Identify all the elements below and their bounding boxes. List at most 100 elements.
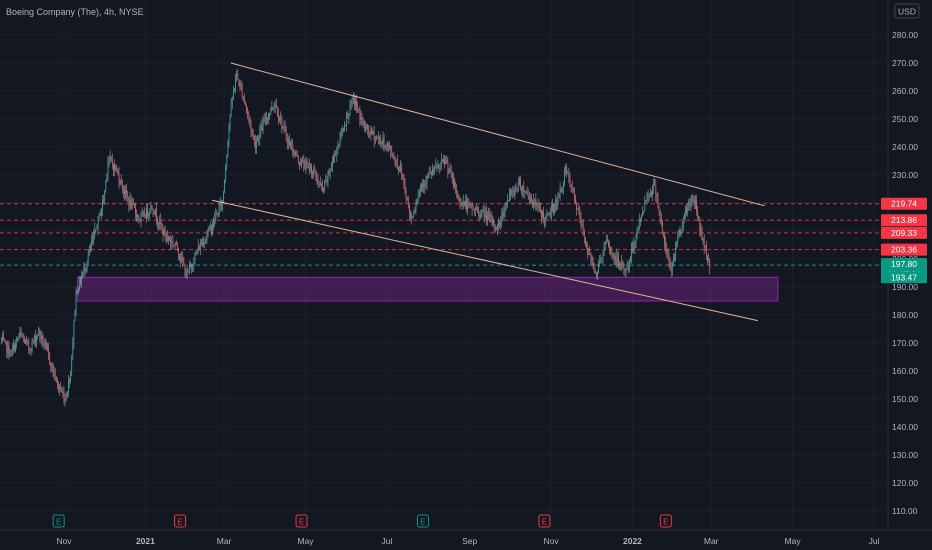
candle-body: [70, 372, 72, 383]
candle-body: [248, 114, 250, 118]
candle-body: [392, 155, 394, 159]
candle-body: [557, 197, 559, 206]
candle-body: [247, 110, 249, 115]
candle-body: [230, 103, 232, 116]
earnings-marker[interactable]: [538, 514, 551, 528]
earnings-marker[interactable]: [295, 514, 308, 528]
candle-body: [460, 203, 462, 207]
earnings-marker[interactable]: [52, 514, 65, 528]
earnings-marker[interactable]: [174, 514, 187, 528]
candle-body: [246, 105, 248, 111]
candle-body: [625, 269, 627, 271]
candle-body: [506, 200, 508, 207]
candle-body: [454, 179, 455, 189]
candle-body: [9, 356, 11, 357]
candle-body: [314, 170, 316, 171]
candle-body: [4, 339, 6, 341]
candle-body: [672, 258, 674, 263]
candle-body: [617, 257, 619, 264]
candle-body: [325, 179, 327, 182]
candle-body: [394, 157, 396, 165]
candle-body: [300, 164, 301, 166]
trend-channel-line[interactable]: [230, 62, 765, 207]
candle-body: [235, 78, 237, 89]
candle-body: [668, 255, 670, 263]
time-axis-tick-label: 2022: [623, 536, 642, 546]
candle-body: [469, 202, 471, 206]
candle-body: [513, 189, 515, 196]
candle-body: [689, 203, 691, 206]
candle-body: [111, 160, 113, 165]
candle-body: [259, 131, 261, 140]
candle-body: [245, 101, 246, 106]
candle-body: [95, 228, 97, 230]
candle-body: [322, 185, 323, 189]
candle-body: [208, 226, 210, 231]
candle-body: [638, 219, 640, 227]
support-zone-rect[interactable]: [76, 276, 779, 302]
candle-body: [385, 143, 387, 148]
candle-body: [556, 199, 558, 206]
candle-body: [459, 197, 461, 204]
candle-body: [117, 169, 119, 174]
trend-channel-line[interactable]: [212, 199, 759, 322]
earnings-marker[interactable]: [416, 514, 429, 528]
candle-body: [149, 212, 151, 214]
candle-body: [351, 98, 353, 104]
candle-body: [620, 265, 622, 267]
candle-body: [692, 195, 694, 202]
candle-body: [704, 245, 706, 248]
time-axis-tick-label: Mar: [704, 536, 719, 546]
candle-body: [28, 341, 30, 349]
candle-body: [327, 170, 329, 182]
candle-body: [595, 272, 597, 277]
candle-body: [445, 159, 447, 165]
candle-body: [401, 167, 403, 175]
candle-body: [335, 155, 337, 157]
candle-body: [129, 199, 131, 205]
candle-body: [225, 166, 227, 181]
candle-body: [416, 200, 418, 205]
candle-body: [328, 170, 330, 173]
candle-body: [591, 257, 593, 266]
price-label-text: 209.33: [891, 228, 917, 238]
candle-body: [323, 188, 325, 191]
candle-body: [504, 209, 506, 211]
candle-body: [141, 213, 143, 216]
candle-body: [594, 272, 596, 273]
candle-body: [567, 171, 569, 173]
candle-body: [84, 267, 86, 272]
candle-body: [153, 213, 155, 215]
candle-body: [582, 224, 584, 234]
candle-body: [338, 144, 340, 146]
candle-body: [502, 212, 504, 217]
earnings-marker[interactable]: [659, 514, 672, 528]
candle-body: [62, 391, 64, 394]
candle-body: [643, 211, 645, 213]
candle-body: [417, 193, 419, 201]
candle-body: [188, 265, 190, 271]
candle-body: [318, 183, 320, 185]
candle-body: [160, 218, 162, 226]
currency-button[interactable]: [894, 3, 920, 19]
candle-body: [341, 128, 343, 136]
candle-body: [424, 182, 426, 188]
candle-body: [514, 187, 516, 196]
candle-body: [623, 266, 625, 271]
candle-body: [667, 254, 669, 256]
candle-body: [579, 211, 581, 219]
candle-body: [707, 255, 708, 260]
candle-body: [373, 131, 375, 141]
candle-body: [468, 202, 470, 204]
candle-body: [55, 378, 57, 381]
candle-body: [242, 97, 244, 99]
candle-body: [243, 98, 245, 102]
candle-body: [264, 118, 266, 121]
candle-body: [686, 209, 688, 213]
trend-channel[interactable]: [212, 62, 765, 322]
time-axis[interactable]: Nov 2021 Mar May Jul Sep Nov 2022 Mar May Jul: [0, 529, 932, 546]
candle-body: [693, 201, 695, 205]
candle-body: [532, 200, 534, 202]
